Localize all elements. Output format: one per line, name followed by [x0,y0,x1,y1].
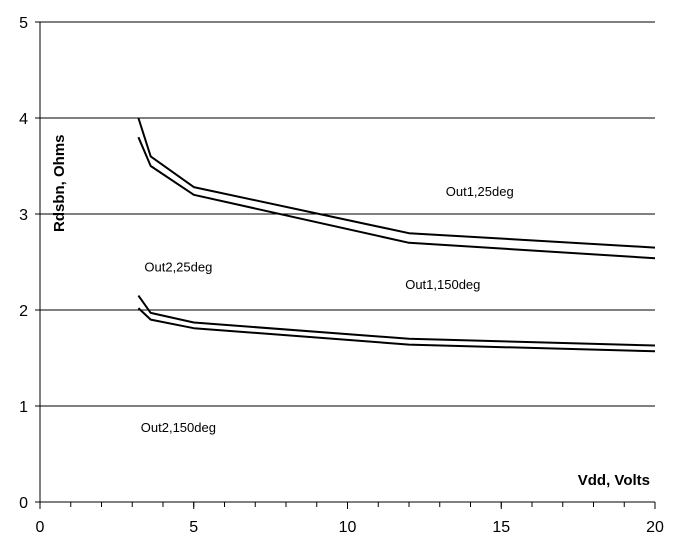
series-line-4 [137,307,656,353]
x-tick-label: 10 [339,519,357,536]
series-lines [137,117,656,353]
y-tick-label: 2 [19,303,28,320]
x-tick-label: 15 [492,519,510,536]
annotation-background [129,260,228,277]
annotation-background [390,277,496,294]
annotation-label: Out2,25deg [144,260,212,275]
annotation-background [430,184,529,201]
y-tick-label: 0 [19,495,28,512]
annotation-label: Out1,150deg [405,277,480,292]
annotation-background [125,420,232,437]
y-tick-label: 1 [19,399,28,416]
x-tick-label: 0 [36,519,45,536]
series-line-3 [137,295,656,347]
series-line-2 [137,136,656,260]
x-axis-title: Vdd, Volts [578,472,650,489]
series-line-1 [137,117,656,249]
x-tick-label: 20 [646,519,664,536]
annotations: Out1,25deg Out2,25deg Out1,150deg Out2,150d… [125,184,529,437]
y-axis-title: Rdsbn, Ohms [51,134,68,232]
tick-labels: 0 1 2 3 4 5 0 5 10 15 20 [19,15,664,536]
annotation-label: Out2,150deg [141,420,216,435]
y-tick-label: 4 [19,111,28,128]
annotation-label: Out1,25deg [446,184,514,199]
y-tick-label: 5 [19,15,28,32]
axes [35,21,656,509]
gridlines [40,21,655,407]
y-tick-label: 3 [19,207,28,224]
x-tick-label: 5 [189,519,198,536]
